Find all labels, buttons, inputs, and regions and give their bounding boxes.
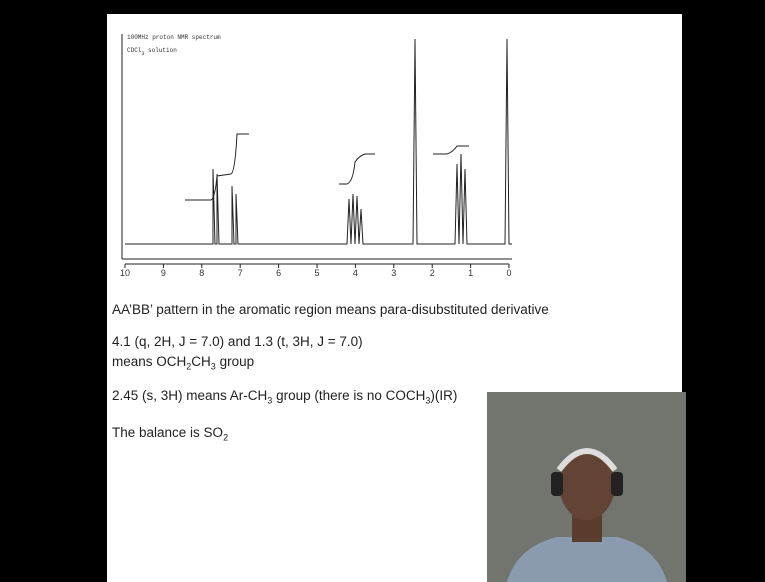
axis-label: 10 [120,268,130,278]
text-run: )(IR) [430,388,457,403]
axis-label: 9 [161,268,166,278]
presenter [487,392,686,582]
subscript: 2 [223,433,228,443]
axis-label: 2 [430,268,435,278]
axis-label: 3 [391,268,396,278]
text-line: means OCH2CH3 group [112,354,254,372]
axis-label: 4 [353,268,358,278]
spectrum-trace [122,34,512,259]
text-run: 4.1 (q, 2H, J = 7.0) and 1.3 (t, 3H, J =… [112,334,363,349]
text-run: CH [191,354,211,369]
text-run: group [216,354,254,369]
axis-label: 8 [199,268,204,278]
text-run: group (there is no COCH [272,388,425,403]
text-run: 2.45 (s, 3H) means Ar-CH [112,388,267,403]
solvent-part: CDCl [127,47,142,54]
spectrum: 100MHz proton NMR spectrum CDCl3 solutio… [107,14,682,294]
axis-label: 1 [468,268,473,278]
text-line: 2.45 (s, 3H) means Ar-CH3 group (there i… [112,388,457,406]
text-line: AA’BB’ pattern in the aromatic region me… [112,302,549,317]
spectrum-title: 100MHz proton NMR spectrum [127,34,221,41]
axis-label: 7 [238,268,243,278]
text-line: 4.1 (q, 2H, J = 7.0) and 1.3 (t, 3H, J =… [112,334,363,349]
webcam [487,392,686,582]
solvent-part: solution [144,47,177,54]
text-line: The balance is SO2 [112,425,228,443]
text-run: The balance is SO [112,425,223,440]
text-run: means OCH [112,354,186,369]
screen: 100MHz proton NMR spectrum CDCl3 solutio… [0,0,765,582]
axis-label: 0 [506,268,511,278]
text-run: AA’BB’ pattern in the aromatic region me… [112,302,549,317]
spectrum-solvent: CDCl3 solution [127,47,177,57]
axis-label: 6 [276,268,281,278]
axis-label: 5 [314,268,319,278]
